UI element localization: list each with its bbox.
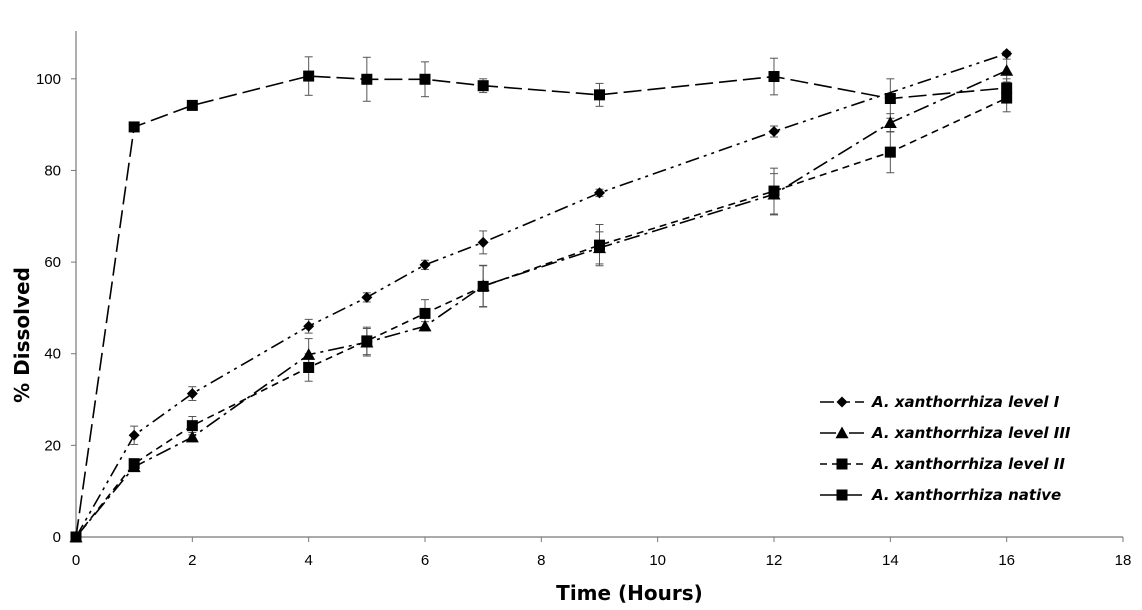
- data-point-series-2: [418, 319, 432, 332]
- x-tick-label: 0: [72, 552, 80, 569]
- y-tick-label: 100: [36, 71, 61, 88]
- data-point-series-3: [128, 458, 140, 470]
- data-point-series-3: [594, 239, 605, 251]
- legend-item: A. xanthorrhiza native: [820, 486, 1061, 504]
- data-point-series-1: [1001, 48, 1013, 60]
- data-point-series-1: [419, 259, 431, 271]
- data-point-series-1: [594, 187, 605, 199]
- data-point-series-3: [186, 420, 198, 432]
- x-tick-label: 2: [188, 552, 196, 569]
- data-point-series-1: [186, 388, 198, 400]
- data-point-series-4: [594, 89, 605, 101]
- x-tick-label: 16: [998, 552, 1015, 569]
- legend-marker-swatch: [835, 426, 849, 439]
- legend-label: A. xanthorrhiza native: [871, 486, 1061, 504]
- series-markers: [69, 48, 1014, 543]
- legend-item: A. xanthorrhiza level III: [820, 424, 1071, 442]
- data-point-series-4: [884, 93, 896, 105]
- data-point-series-3: [1001, 92, 1013, 104]
- y-axis-title: % Dissolved: [10, 267, 34, 403]
- series-line-2: [75, 69, 1007, 538]
- data-point-series-3: [768, 185, 780, 197]
- data-point-series-1: [361, 291, 373, 303]
- legend-item: A. xanthorrhiza level I: [820, 393, 1060, 411]
- data-point-series-4: [128, 121, 140, 133]
- x-tick-label: 6: [421, 552, 429, 569]
- y-tick-label: 80: [44, 162, 61, 179]
- legend-label: A. xanthorrhiza level II: [871, 455, 1065, 473]
- data-point-series-1: [303, 320, 315, 332]
- series-lines: [75, 52, 1008, 538]
- legend-marker-swatch: [836, 396, 848, 408]
- data-point-series-1: [477, 236, 489, 248]
- y-tick-label: 20: [44, 437, 61, 454]
- data-point-series-3: [477, 280, 489, 292]
- y-tick-label: 40: [44, 346, 61, 363]
- data-point-series-2: [1000, 64, 1014, 76]
- data-point-series-4: [361, 73, 373, 85]
- data-point-series-3: [361, 335, 373, 347]
- legend: A. xanthorrhiza level I A. xanthorrhiza l…: [820, 393, 1071, 504]
- series-line-3: [75, 97, 1008, 538]
- series-line-4: [75, 75, 1007, 538]
- data-point-series-3: [419, 307, 431, 319]
- data-point-series-4: [303, 70, 315, 82]
- data-point-series-2: [883, 116, 897, 129]
- data-point-series-4: [186, 99, 198, 111]
- data-point-series-2: [185, 430, 199, 443]
- data-point-series-4: [477, 80, 489, 92]
- legend-label: A. xanthorrhiza level I: [871, 393, 1060, 411]
- x-tick-label: 10: [649, 552, 666, 569]
- data-point-series-1: [128, 429, 140, 441]
- legend-item: A. xanthorrhiza level II: [820, 455, 1065, 473]
- data-point-series-4: [419, 73, 431, 85]
- data-point-series-4: [768, 71, 780, 83]
- x-tick-label: 4: [304, 552, 312, 569]
- data-point-series-4: [70, 531, 82, 543]
- data-point-series-4: [1001, 82, 1013, 94]
- data-point-series-3: [303, 361, 315, 373]
- x-tick-label: 14: [882, 552, 899, 569]
- series-line-1: [75, 52, 1007, 538]
- x-tick-label: 18: [1115, 552, 1132, 569]
- y-tick-label: 0: [53, 529, 61, 546]
- data-point-series-2: [302, 348, 316, 360]
- data-point-series-3: [884, 146, 896, 158]
- x-tick-label: 8: [537, 552, 545, 569]
- data-point-series-1: [768, 126, 780, 138]
- x-axis-title: Time (Hours): [556, 581, 703, 605]
- legend-marker-swatch: [836, 458, 848, 470]
- x-tick-label: 12: [766, 552, 783, 569]
- legend-label: A. xanthorrhiza level III: [871, 424, 1071, 442]
- y-tick-label: 60: [44, 254, 61, 271]
- legend-marker-swatch: [836, 489, 848, 501]
